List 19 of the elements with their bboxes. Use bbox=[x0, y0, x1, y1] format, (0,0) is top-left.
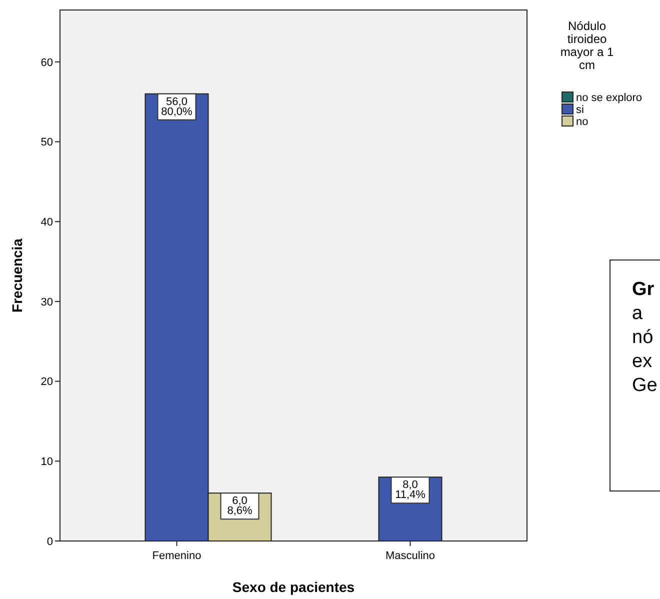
data-label: 8,0 11,4% bbox=[395, 479, 426, 502]
y-tick-label: 20 bbox=[40, 376, 53, 388]
text: Gr a nó ex Ge bbox=[632, 279, 658, 396]
data-label: 56,0 80,0% bbox=[161, 96, 193, 118]
y-tick-label: 60 bbox=[40, 56, 53, 69]
y-axis-title: Frecuencia bbox=[9, 238, 25, 312]
legend-title: Nódulo tiroideo mayor a 1 cm bbox=[560, 19, 614, 72]
x-axis-title: Sexo de pacientes bbox=[232, 579, 355, 595]
x-tick-label: Masculino bbox=[385, 550, 436, 562]
y-tick-label: 30 bbox=[40, 296, 53, 308]
y-tick-label: 0 bbox=[46, 536, 53, 548]
y-tick-label: 50 bbox=[40, 136, 53, 149]
y-tick-label: 40 bbox=[40, 216, 53, 228]
legend-label: no bbox=[576, 116, 588, 128]
y-tick-label: 10 bbox=[40, 456, 53, 468]
legend-label: si bbox=[576, 104, 584, 116]
legend-label: no se exploro bbox=[576, 92, 642, 104]
data-label: 6,0 8,6% bbox=[227, 495, 252, 518]
x-tick-label: Femenino bbox=[152, 550, 202, 562]
